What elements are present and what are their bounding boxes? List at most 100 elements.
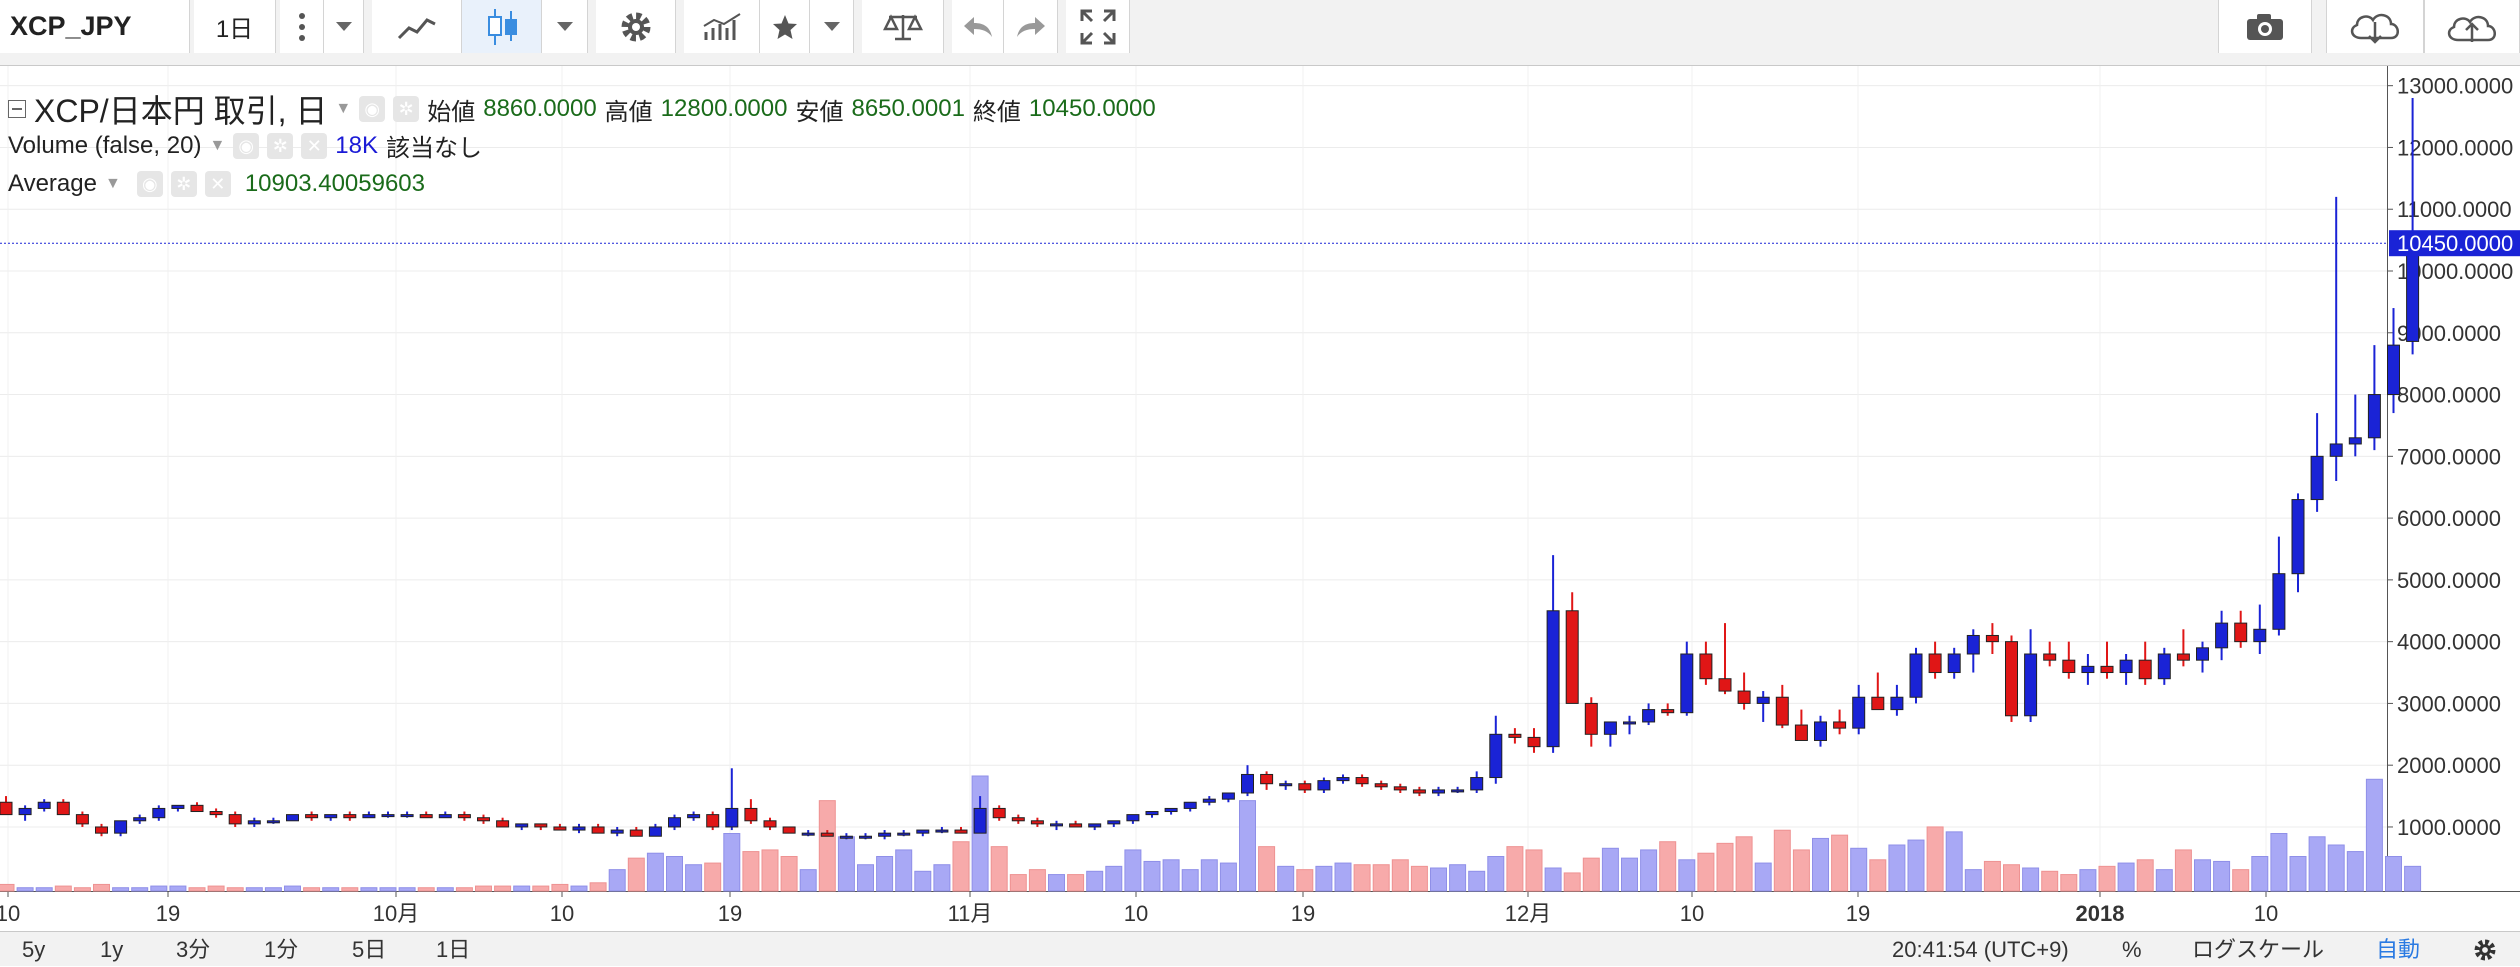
candle-body [935, 829, 949, 833]
redo-icon[interactable] [1004, 0, 1058, 53]
eye-icon[interactable]: ◉ [136, 171, 163, 197]
volume-bar [1105, 865, 1123, 892]
volume-bar [131, 887, 149, 892]
volume-bar [532, 885, 550, 892]
gear-icon[interactable] [596, 0, 676, 53]
candle-body [2406, 242, 2420, 342]
camera-icon[interactable] [2218, 0, 2312, 53]
close-icon[interactable]: ✕ [204, 171, 231, 197]
candle-body [477, 817, 490, 822]
x-tick-label: 2018 [2076, 901, 2125, 926]
range-1d-button[interactable]: 1日 [436, 937, 471, 962]
volume-title[interactable]: Volume (false, 20) [8, 131, 202, 159]
candle-body [1756, 696, 1770, 704]
interval-button[interactable]: 1日 [194, 0, 276, 53]
candle-body [1202, 798, 1216, 803]
volume-bar [226, 887, 244, 892]
volume-bar [2270, 833, 2288, 892]
candle-body [1642, 709, 1656, 723]
range-5d-button[interactable]: 5日 [352, 937, 387, 962]
volume-bar [1945, 831, 1963, 892]
chevron-down-icon[interactable] [810, 0, 854, 53]
log-scale-button[interactable]: ログスケール [2192, 937, 2325, 962]
percent-scale-button[interactable]: % [2122, 937, 2142, 962]
candle-body [2348, 437, 2362, 445]
auto-scale-button[interactable]: 自動 [2376, 937, 2421, 962]
compare-icon[interactable] [862, 0, 944, 53]
candle-body [687, 814, 701, 819]
volume-bar [2079, 869, 2097, 892]
x-tick-label: 12月 [1505, 901, 1551, 926]
range-3min-button[interactable]: 3分 [176, 937, 211, 962]
chevron-down-icon[interactable] [324, 0, 364, 53]
candle-body [1985, 634, 1999, 643]
candle-body [2367, 394, 2381, 439]
candle-body [1145, 811, 1159, 816]
range-1y-button[interactable]: 1y [100, 937, 124, 962]
settings-icon[interactable]: ✲ [393, 96, 420, 122]
volume-bar [513, 885, 531, 892]
x-tick-label: 19 [718, 901, 742, 926]
legend-menu-chevron-icon[interactable]: ▼ [335, 100, 352, 117]
volume-bar [284, 885, 301, 892]
candle-body [457, 814, 471, 819]
y-tick-label: 3000.0000 [2397, 691, 2501, 716]
candle-body [1603, 721, 1617, 735]
volume-menu-chevron-icon[interactable]: ▼ [209, 136, 226, 154]
fullscreen-icon[interactable] [1066, 0, 1130, 53]
candle-body [2024, 653, 2038, 717]
volume-bar [1487, 856, 1505, 892]
symbol-search-button[interactable]: XCP_JPY [0, 0, 190, 53]
candle-body [2291, 499, 2305, 575]
candle-body [1030, 820, 1044, 825]
volume-bar [2308, 836, 2326, 892]
close-icon[interactable]: ✕ [301, 132, 328, 159]
volume-bar [1124, 849, 1142, 892]
more-vert-icon[interactable] [280, 0, 324, 53]
range-1min-button[interactable]: 1分 [264, 937, 299, 962]
candle-body [1164, 807, 1178, 813]
average-title[interactable]: Average [8, 170, 97, 197]
chart-area[interactable]: 13000.0000 12000.0000 11000.0000 10000.0000… [0, 66, 2520, 931]
candle-body [515, 823, 529, 828]
volume-bar [1410, 865, 1428, 892]
collapse-icon[interactable] [8, 100, 26, 118]
candle-body [878, 832, 892, 837]
plot-background [0, 66, 2387, 891]
undo-icon[interactable] [952, 0, 1004, 53]
x-tick-label: 10月 [373, 901, 419, 926]
volume-bar [1334, 862, 1352, 892]
volume-bar [1391, 859, 1409, 892]
candle-body [228, 814, 242, 825]
volume-bar [436, 887, 454, 892]
candle-body [2157, 653, 2171, 680]
settings-icon[interactable]: ✲ [267, 132, 294, 159]
gear-icon[interactable] [2472, 931, 2498, 966]
indicators-icon[interactable] [684, 0, 760, 53]
candle-body [1947, 653, 1961, 674]
average-menu-chevron-icon[interactable]: ▼ [104, 175, 121, 192]
candle-body [1737, 690, 1751, 704]
candle-body [763, 820, 777, 828]
line-chart-icon[interactable] [372, 0, 462, 53]
candle-body [95, 826, 108, 834]
volume-bar [857, 864, 874, 892]
range-5y-button[interactable]: 5y [22, 937, 46, 962]
cloud-upload-icon[interactable] [2424, 0, 2520, 53]
candle-body [2100, 665, 2114, 674]
price-chart[interactable]: 13000.000012000.000011000.000010000.0000… [0, 66, 2520, 931]
chevron-down-icon[interactable] [542, 0, 588, 53]
settings-icon[interactable]: ✲ [170, 171, 197, 197]
eye-icon[interactable]: ◉ [233, 132, 260, 159]
eye-icon[interactable]: ◉ [359, 96, 386, 122]
candle-body [56, 801, 70, 816]
volume-bar [1468, 870, 1486, 892]
x-tick-label: 19 [156, 901, 180, 926]
volume-bar [322, 887, 340, 892]
candle-body [2310, 455, 2324, 501]
cloud-download-icon[interactable] [2326, 0, 2424, 53]
candles-icon[interactable] [462, 0, 542, 53]
star-icon[interactable] [760, 0, 810, 53]
volume-bar [589, 882, 607, 892]
candle-body [1508, 733, 1522, 738]
